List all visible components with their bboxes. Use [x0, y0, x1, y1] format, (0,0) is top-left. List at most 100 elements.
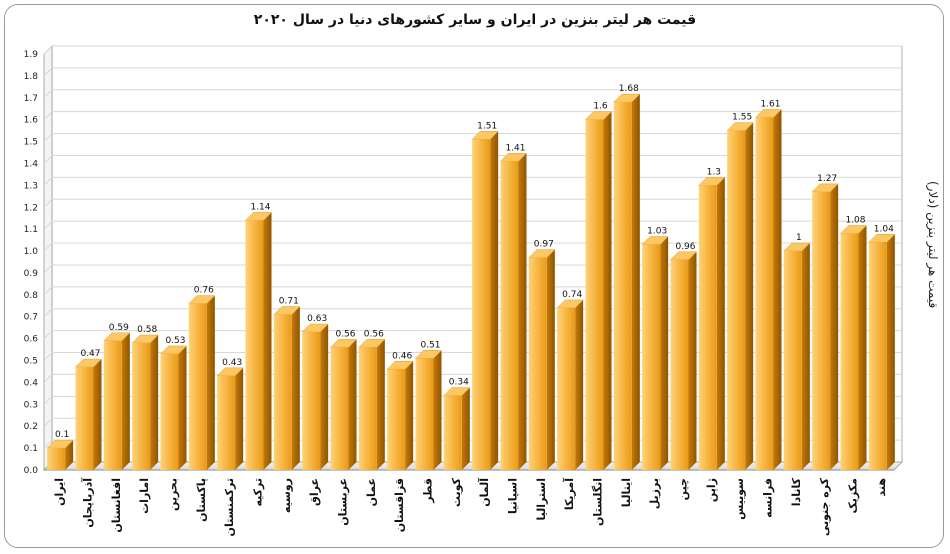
bar-value-label: 1.3 [707, 167, 721, 177]
y-tick-label: 0.2 [24, 422, 38, 432]
bar: 0.74 [556, 290, 584, 470]
x-category-label: امارات [138, 478, 151, 514]
chart-title: قیمت هر لیتر بنزین در ایران و سایر کشوره… [253, 12, 697, 28]
bar-side [858, 225, 867, 470]
bar-value-label: 0.96 [675, 242, 695, 252]
bar-side [773, 109, 782, 470]
bar: 1.55 [726, 113, 754, 470]
bar: 1.6 [584, 102, 613, 471]
bar-value-label: 0.76 [194, 286, 214, 296]
bar-side [405, 361, 414, 470]
bar-value-label: 0.1 [55, 430, 69, 440]
bar-front [727, 130, 746, 470]
y-tick-label: 0.3 [24, 400, 38, 410]
bar-value-label: 0.56 [335, 329, 355, 339]
bar: 0.47 [74, 349, 103, 470]
bar-front [642, 244, 661, 470]
bar: 0.56 [329, 329, 358, 470]
x-category-label: ژاپن [705, 478, 718, 502]
bar-side [631, 94, 640, 470]
y-tick-label: 0.4 [24, 378, 39, 388]
bar: 0.58 [131, 325, 159, 470]
x-category-label: هند [875, 478, 888, 496]
bar-side [178, 345, 187, 470]
y-tick-label: 1.4 [24, 159, 39, 169]
bar-front [698, 185, 717, 471]
bar-front [217, 375, 236, 470]
bar-value-label: 1.04 [874, 224, 894, 234]
bar-side [688, 251, 697, 470]
bar-value-label: 0.71 [279, 297, 299, 307]
bar-side [433, 350, 442, 470]
plot-side-wall [43, 45, 53, 471]
bar-front [755, 117, 774, 470]
bar-front [443, 395, 462, 470]
bar-front [387, 369, 406, 470]
bar-side [575, 299, 584, 470]
bar-front [585, 119, 604, 471]
bar-value-label: 0.59 [109, 323, 129, 333]
y-tick-label: 1.9 [24, 50, 39, 60]
bar-value-label: 1.27 [817, 174, 837, 184]
y-axis-title: قیمت هر لیتر بنزین (دلار) [926, 181, 940, 309]
bar-front [358, 347, 377, 470]
bar-front [472, 139, 491, 471]
bar-side [150, 335, 159, 470]
bar-value-label: 0.63 [307, 314, 327, 324]
bar-side [490, 131, 499, 471]
bar: 0.43 [216, 358, 244, 470]
y-tick-label: 0.7 [24, 313, 38, 323]
y-tick-label: 1.0 [24, 247, 39, 257]
bar-side [660, 236, 669, 470]
x-category-label: انگلستان [592, 478, 605, 526]
bar-value-label: 0.56 [364, 329, 384, 339]
x-category-label: سوییس [733, 478, 746, 520]
bar-value-label: 0.34 [449, 378, 469, 388]
bar-front [188, 303, 207, 470]
bar-side [801, 243, 810, 470]
bar-side [235, 367, 244, 470]
bar-value-label: 1.08 [845, 216, 865, 226]
bar: 1 [783, 233, 811, 470]
bar-value-label: 0.58 [137, 325, 157, 335]
bars-layer: 0.1 0.47 0.59 0.58 0.53 0.76 0.43 1.14 0.71 0.63 0… [46, 84, 896, 471]
bar: 0.56 [358, 329, 386, 470]
bar-value-label: 0.43 [222, 358, 242, 368]
x-category-label: پاکستان [195, 478, 208, 522]
x-category-label: فرانسه [762, 478, 775, 518]
y-tick-label: 0.0 [24, 466, 39, 476]
x-category-label: چین [677, 478, 690, 500]
bar: 1.41 [499, 143, 528, 470]
bar-side [348, 339, 357, 470]
bar-front [302, 332, 321, 470]
x-category-label: ترکمنستان [223, 478, 236, 536]
y-tick-label: 0.9 [24, 269, 39, 279]
gridline [43, 45, 902, 55]
bar-side [886, 234, 895, 470]
y-tick-label: 1.5 [24, 138, 38, 148]
bar-value-label: 1 [796, 233, 802, 243]
bar-side [830, 183, 839, 471]
x-category-label: اسپانیا [507, 478, 520, 514]
bar-front [557, 307, 576, 470]
bar-side [546, 249, 555, 470]
bar-front [75, 367, 94, 470]
x-category-label: ایتالیا [620, 478, 633, 507]
bar: 0.63 [301, 314, 329, 470]
bar: 1.08 [839, 216, 868, 470]
y-tick-label: 1.8 [24, 72, 39, 82]
x-category-label: عربستان [337, 478, 350, 526]
bar-front [812, 191, 831, 471]
bar: 1.3 [698, 167, 726, 471]
bar: 1.68 [613, 84, 641, 470]
x-category-label: کویت [450, 477, 463, 507]
bar-side [263, 212, 272, 470]
x-category-label: عراق [308, 478, 321, 506]
bar: 0.97 [528, 240, 556, 470]
bar: 1.14 [244, 202, 273, 470]
y-tick-layer: 0.0 0.1 0.2 0.3 0.4 0.5 0.6 0.7 0.8 0.9 1.0 1.1 1.2 1… [24, 50, 39, 476]
bar-front [132, 343, 151, 470]
bar-front [613, 102, 632, 470]
x-category-label: آلمان [477, 478, 491, 507]
bar-value-label: 1.55 [732, 113, 752, 123]
